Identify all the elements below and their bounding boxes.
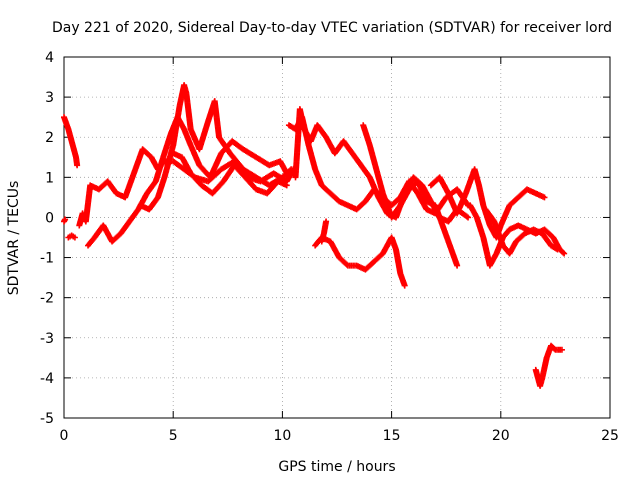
data-point xyxy=(285,174,292,181)
series-track-j xyxy=(312,234,408,289)
y-tick-label: 1 xyxy=(45,170,54,186)
data-point xyxy=(283,182,290,189)
y-tick-label: -5 xyxy=(40,411,54,427)
series-track-o xyxy=(482,206,561,257)
y-tick-label: 2 xyxy=(45,130,54,146)
series-track-i xyxy=(292,106,472,225)
y-axis-label: SDTVAR / TECUs xyxy=(6,181,22,296)
series-track-a xyxy=(61,114,81,169)
data-points xyxy=(61,82,568,389)
y-tick-label: -4 xyxy=(40,371,54,387)
series-track-l xyxy=(360,122,461,269)
series-track-k xyxy=(318,218,330,245)
data-point xyxy=(558,346,565,353)
x-tick-label: 5 xyxy=(169,428,178,444)
data-point xyxy=(541,194,548,201)
data-point xyxy=(71,234,78,241)
data-point xyxy=(287,167,294,174)
x-axis-label: GPS time / hours xyxy=(278,459,395,475)
data-point xyxy=(454,262,461,269)
grid-lines xyxy=(64,57,610,418)
axis-ticks: 0 5 10 15 20 25 -5 -4 -3 -2 -1 0 1 2 3 4 xyxy=(40,50,619,444)
x-tick-label: 25 xyxy=(601,428,619,444)
y-tick-label: 0 xyxy=(45,210,54,226)
data-point xyxy=(343,261,350,268)
y-tick-label: -3 xyxy=(40,331,54,347)
series-track-e xyxy=(85,114,292,249)
data-point xyxy=(74,162,81,169)
series-track-p xyxy=(532,342,565,389)
y-tick-label: -1 xyxy=(40,251,54,267)
x-tick-label: 15 xyxy=(383,428,401,444)
chart-title: Day 221 of 2020, Sidereal Day-to-day VTE… xyxy=(52,20,612,36)
data-point xyxy=(62,216,69,223)
x-tick-label: 0 xyxy=(60,428,69,444)
series-track-b xyxy=(61,216,69,225)
series-track-c xyxy=(65,232,78,241)
y-tick-label: 4 xyxy=(45,50,54,66)
data-point xyxy=(318,238,325,245)
data-point xyxy=(560,249,567,256)
plot-frame xyxy=(63,56,611,419)
data-point xyxy=(561,250,568,257)
x-tick-label: 20 xyxy=(492,428,510,444)
x-tick-label: 10 xyxy=(273,428,291,444)
data-point xyxy=(465,214,472,221)
series-track-g xyxy=(170,150,290,197)
data-point xyxy=(554,246,561,253)
y-tick-label: 3 xyxy=(45,90,54,106)
data-point xyxy=(401,282,408,289)
series-track-f xyxy=(137,82,295,213)
series-track-n xyxy=(467,202,568,269)
y-tick-label: -2 xyxy=(40,291,54,307)
